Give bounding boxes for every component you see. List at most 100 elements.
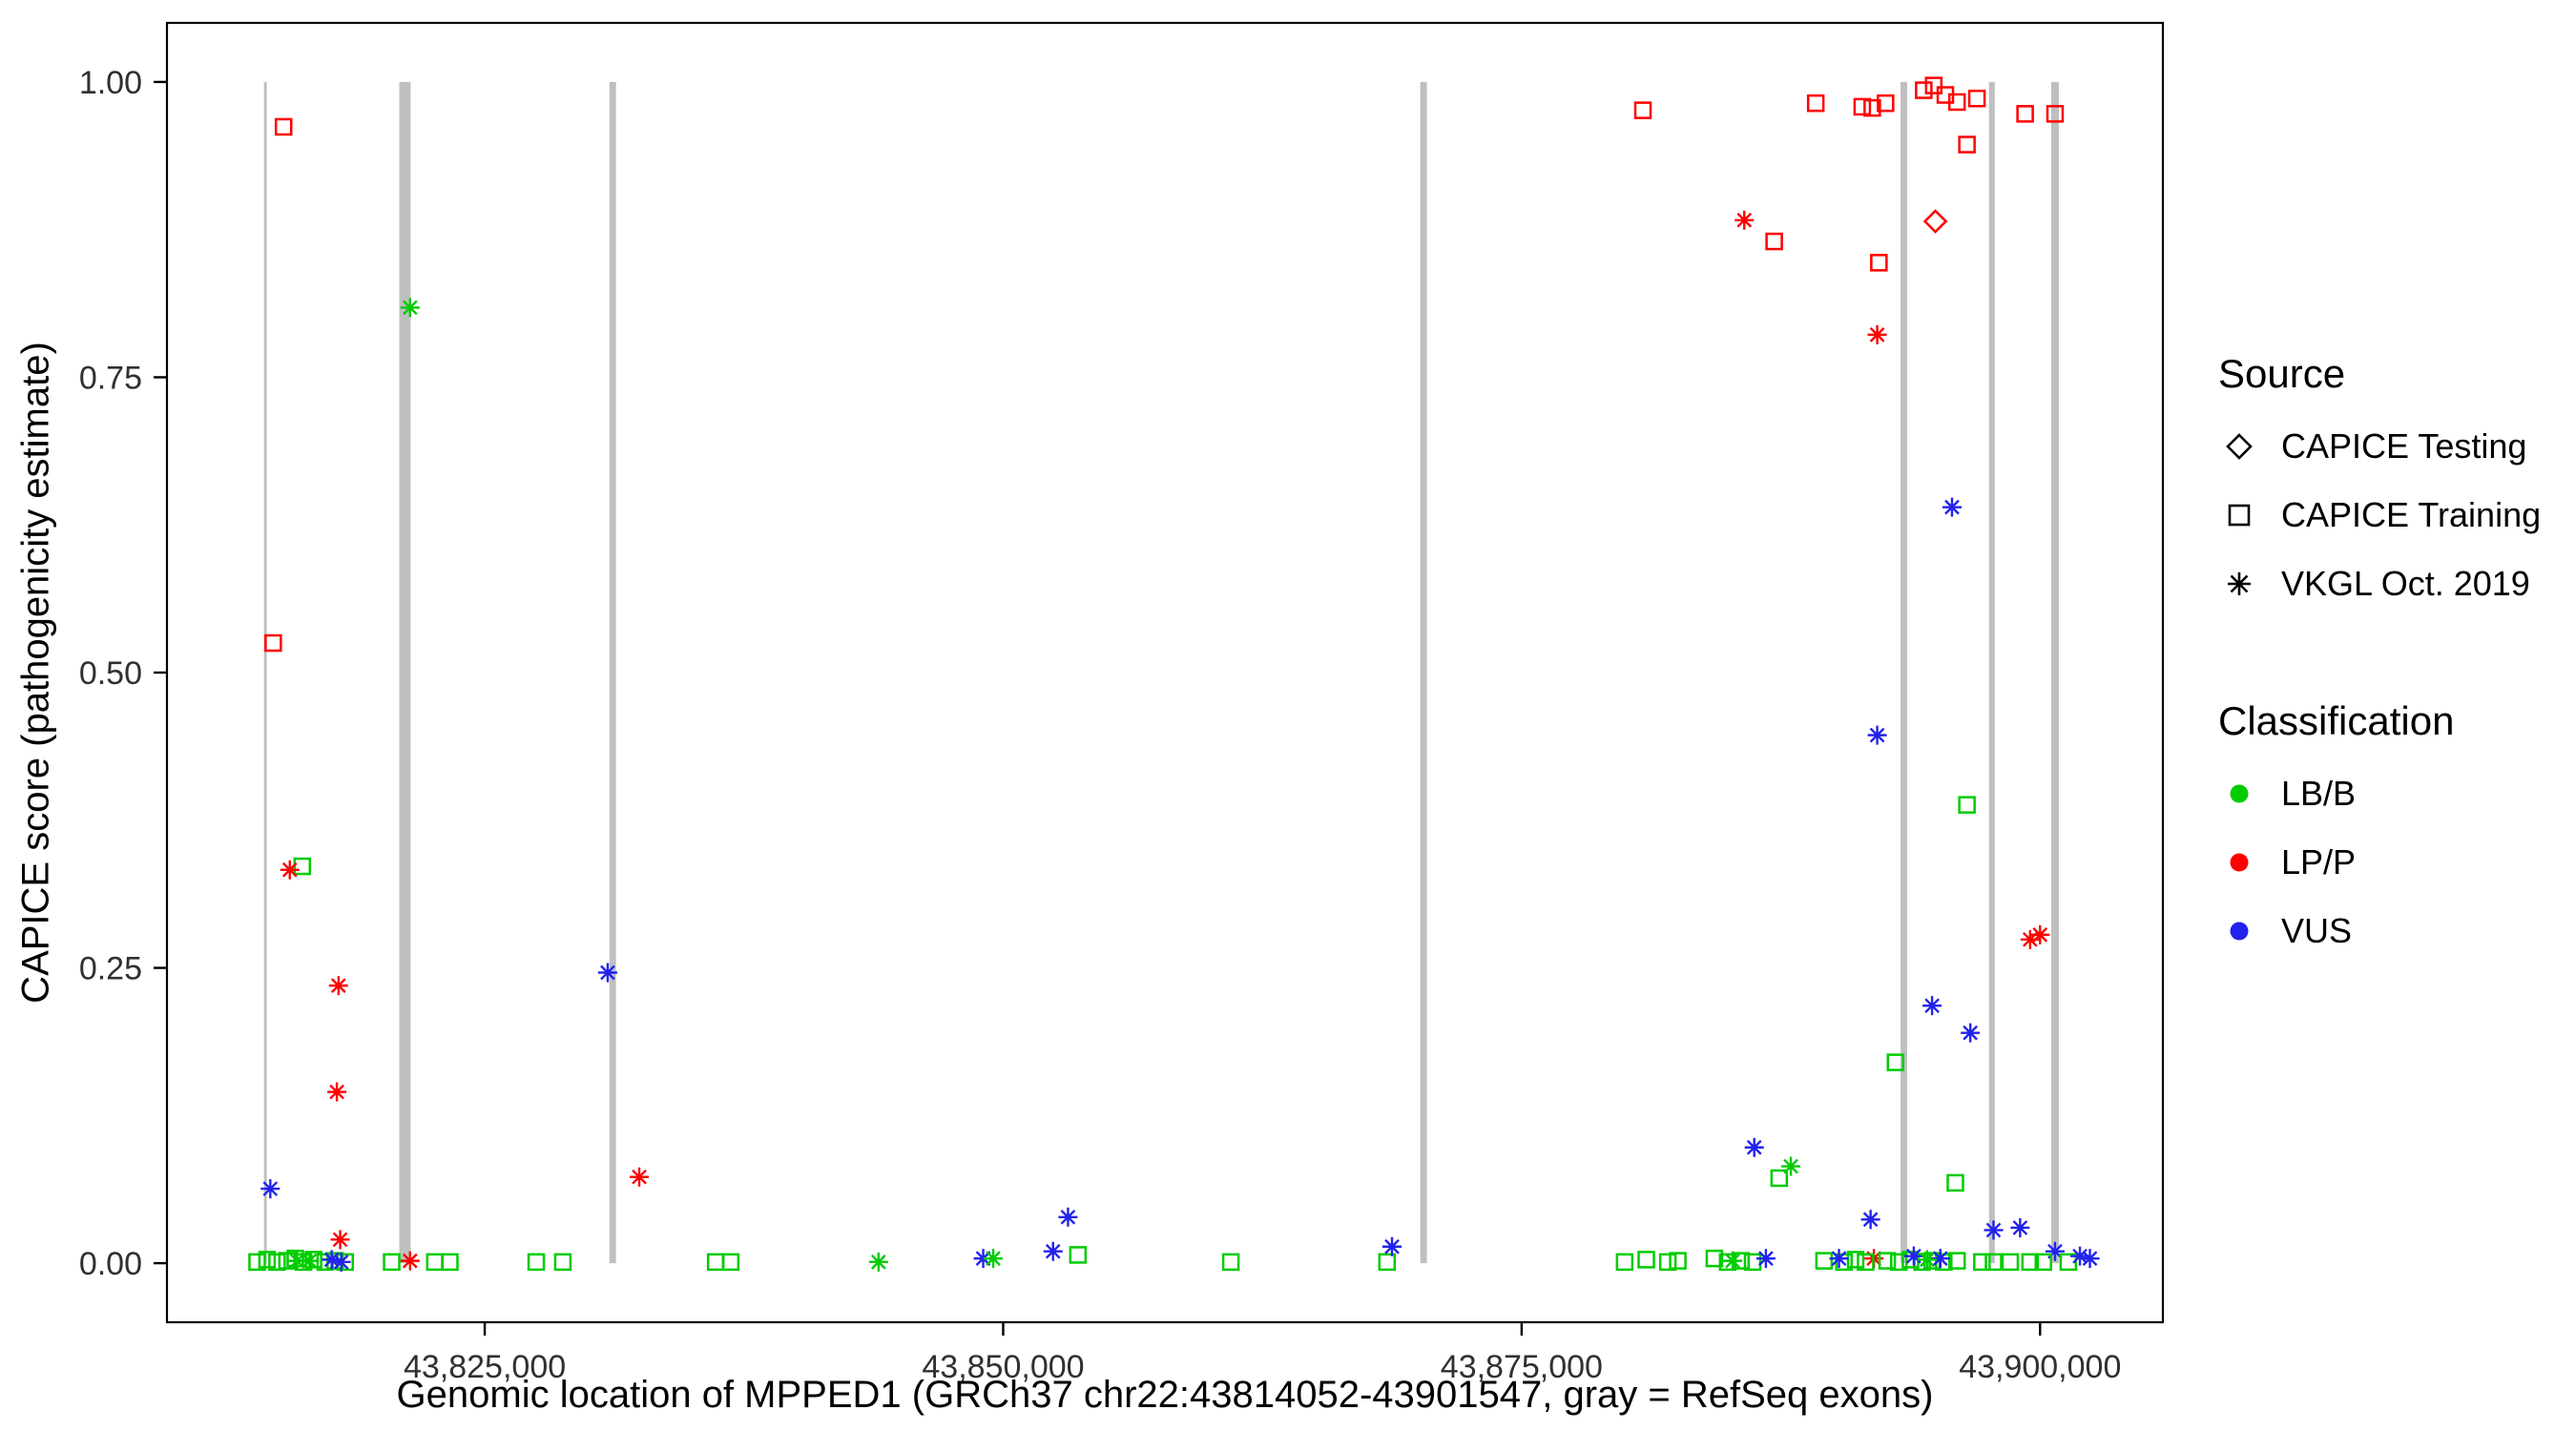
point-asterisk-vkgl [2080,1249,2100,1269]
point-asterisk-vkgl [1903,1246,1923,1266]
point-asterisk-vkgl [973,1249,993,1269]
point-square-training [1069,1246,1088,1264]
point-square-training [383,1253,401,1272]
point-square-training [1853,97,1872,116]
legend-label: LB/B [2281,774,2357,813]
point-asterisk-vkgl [597,963,617,983]
point-asterisk-vkgl [300,1251,320,1271]
legend-item-capice-training: CAPICE Training [2218,481,2541,550]
point-asterisk-vkgl [400,298,420,318]
point-square-training [264,633,282,653]
point-square-training [1924,76,1943,94]
point-asterisk-vkgl [1058,1207,1078,1227]
point-asterisk-vkgl [331,1252,351,1272]
asterisk-icon [2228,572,2251,595]
legend-source-title: Source [2218,351,2346,396]
x-tick-label: 43,850,000 [922,1349,1084,1385]
point-square-training [2016,105,2034,123]
point-square-training [2001,1253,2020,1272]
point-asterisk-vkgl [1860,1210,1880,1230]
x-tick-label: 43,875,000 [1441,1349,1603,1385]
refseq-exon-bar [609,81,616,1264]
x-tick-label: 43,900,000 [1959,1349,2121,1385]
point-asterisk-vkgl [2030,924,2050,944]
point-square-training [1870,254,1888,272]
point-asterisk-vkgl [2070,1246,2090,1266]
point-square-training [1615,1253,1634,1272]
refseq-exon-bar [263,81,267,1264]
point-asterisk-vkgl [2010,1217,2030,1237]
legend-item-lpp: LP/P [2218,828,2454,897]
point-square-training [1806,93,1825,113]
point-square-training [1857,1253,1875,1272]
x-axis-title: Genomic location of MPPED1 (GRCh37 chr22… [396,1374,1934,1416]
point-asterisk-vkgl [1942,497,1962,517]
legend-source: Source CAPICE Testing CAPICE Training VK… [2218,351,2541,618]
point-asterisk-vkgl [330,1230,350,1250]
legend-label: CAPICE Testing [2281,426,2527,466]
point-asterisk-vkgl [1043,1241,1063,1261]
refseq-exon-bar [1988,81,1995,1264]
point-square-training [2046,105,2065,123]
point-square-training [553,1253,572,1272]
point-square-training [2034,1253,2053,1272]
point-square-training [2059,1253,2078,1272]
point-asterisk-vkgl [1922,996,1942,1016]
point-diamond-testing [1922,209,1948,234]
point-square-training [1973,1253,1991,1272]
point-asterisk-vkgl [1930,1249,1950,1269]
y-tick-label: 1.00 [79,65,142,101]
point-square-training [1947,93,1966,112]
refseq-exon-bar [1420,81,1427,1264]
point-square-training [1815,1252,1834,1270]
point-asterisk-vkgl [2045,1241,2065,1261]
point-square-training [1967,89,1986,108]
point-asterisk-vkgl [1961,1023,1981,1043]
point-asterisk-vkgl [400,1251,420,1271]
refseq-exon-bar [399,81,411,1264]
legend-item-vkgl: VKGL Oct. 2019 [2218,550,2541,618]
open-square-icon [2228,504,2251,527]
y-axis-title: CAPICE score (pathogenicity estimate) [14,342,57,1004]
point-square-training [1958,135,1976,154]
point-square-training [721,1253,740,1272]
point-square-training [1984,1253,2003,1272]
y-tick-label: 0.50 [79,655,142,692]
point-asterisk-vkgl [280,860,300,880]
point-square-training [1958,796,1976,814]
point-square-training [1863,98,1881,117]
point-square-training [258,1251,277,1269]
point-asterisk-vkgl [2020,929,2040,949]
point-asterisk-vkgl [868,1252,888,1272]
point-asterisk-vkgl [1781,1156,1801,1176]
refseq-exon-bar [1900,81,1907,1264]
legend-label: CAPICE Training [2281,495,2542,534]
point-square-training [706,1253,725,1272]
panel-border [165,21,2165,1324]
point-square-training [1946,1173,1964,1192]
point-square-training [1221,1253,1240,1272]
point-square-training [1637,1251,1655,1269]
red-dot-icon [2230,853,2249,872]
point-square-training [1878,1252,1897,1270]
point-asterisk-vkgl [287,1251,307,1271]
point-square-training [1633,101,1652,119]
blue-dot-icon [2230,922,2249,941]
point-asterisk-vkgl [260,1179,280,1199]
point-asterisk-vkgl [1829,1249,1849,1269]
point-asterisk-vkgl [1917,1250,1937,1270]
x-tick-label: 43,825,000 [404,1349,566,1385]
point-square-training [1886,1053,1905,1071]
y-tick-label: 0.25 [79,951,142,987]
legend-label: VKGL Oct. 2019 [2281,564,2530,603]
point-square-training [1770,1169,1789,1188]
legend-item-capice-testing: CAPICE Testing [2218,412,2541,481]
point-square-training [268,1253,286,1272]
point-square-training [1947,1252,1966,1270]
point-asterisk-vkgl [984,1249,1004,1269]
point-square-training [527,1253,546,1272]
point-square-training [426,1253,445,1272]
point-asterisk-vkgl [1867,725,1887,745]
point-square-training [274,117,293,136]
